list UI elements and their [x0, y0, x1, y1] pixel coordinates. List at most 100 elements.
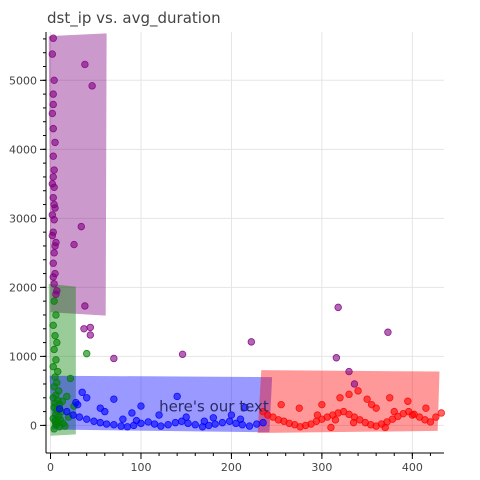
- data-point: [241, 403, 249, 412]
- data-point: [50, 76, 58, 85]
- data-point: [81, 302, 89, 310]
- data-point: [277, 400, 285, 409]
- data-point: [83, 349, 91, 358]
- data-point: [49, 100, 57, 109]
- data-point: [52, 356, 60, 364]
- data-point: [70, 240, 78, 249]
- data-point: [132, 416, 141, 425]
- data-point: [332, 354, 341, 362]
- data-point: [101, 407, 109, 416]
- data-point: [334, 303, 342, 312]
- data-point: [80, 325, 88, 333]
- data-point: [50, 425, 58, 433]
- data-point: [48, 231, 57, 240]
- data-point: [123, 423, 132, 431]
- data-point: [227, 411, 236, 419]
- data-point: [48, 109, 57, 118]
- data-point: [50, 200, 58, 209]
- grid: [46, 32, 444, 453]
- data-point: [386, 394, 394, 402]
- data-point: [50, 183, 58, 191]
- data-point: [184, 419, 192, 428]
- data-point: [295, 404, 303, 412]
- data-point: [58, 397, 66, 405]
- region-band: [48, 33, 107, 316]
- data-point: [178, 350, 187, 359]
- data-point: [69, 411, 77, 419]
- data-point: [390, 407, 398, 416]
- data-point: [50, 297, 58, 305]
- points-layer: [48, 34, 445, 433]
- data-point: [437, 409, 445, 417]
- data-point: [155, 411, 163, 419]
- x-tick-label: 0: [47, 461, 54, 474]
- data-point: [49, 259, 57, 267]
- data-point: [345, 390, 353, 399]
- data-point: [49, 152, 57, 160]
- y-tick-label: 0: [30, 419, 37, 432]
- data-point: [211, 420, 219, 428]
- data-point: [191, 421, 199, 429]
- data-point: [50, 383, 58, 391]
- data-point: [164, 421, 172, 429]
- y-tick-label: 5000: [9, 74, 37, 87]
- data-point: [86, 331, 95, 339]
- data-point: [247, 338, 256, 346]
- data-point: [49, 321, 57, 330]
- data-point: [327, 423, 335, 432]
- data-point: [171, 418, 180, 427]
- data-point: [144, 418, 152, 426]
- data-point: [137, 402, 145, 410]
- data-point: [96, 418, 104, 427]
- data-point: [77, 222, 85, 231]
- data-point: [367, 400, 376, 409]
- data-point: [83, 415, 91, 423]
- data-point: [53, 338, 61, 347]
- data-point: [404, 397, 412, 405]
- data-point: [55, 405, 64, 413]
- data-point: [350, 380, 359, 388]
- data-point: [426, 418, 435, 426]
- annotation-text: here's our text: [159, 398, 269, 416]
- data-point: [66, 374, 75, 383]
- data-point: [354, 387, 362, 395]
- data-point: [78, 388, 86, 396]
- data-point: [117, 422, 125, 430]
- data-point: [49, 90, 57, 98]
- y-tick-label: 2000: [9, 281, 37, 294]
- data-point: [157, 422, 165, 430]
- data-point: [48, 50, 57, 58]
- data-point: [81, 60, 89, 69]
- data-point: [259, 418, 267, 427]
- data-point: [110, 395, 118, 403]
- data-point: [51, 242, 59, 250]
- data-point: [48, 211, 57, 219]
- x-tick-label: 200: [221, 461, 242, 474]
- data-point: [432, 413, 440, 421]
- data-point: [384, 328, 392, 336]
- data-point: [110, 354, 118, 363]
- data-point: [90, 417, 98, 425]
- data-point: [102, 420, 111, 428]
- data-point: [51, 138, 59, 147]
- data-point: [218, 418, 227, 427]
- data-point: [253, 420, 261, 428]
- data-point: [49, 193, 57, 202]
- data-point: [50, 280, 58, 288]
- data-point: [200, 417, 208, 425]
- data-point: [49, 34, 57, 42]
- data-point: [422, 404, 430, 412]
- data-point: [150, 420, 159, 428]
- data-point: [72, 398, 80, 407]
- data-point: [49, 273, 57, 281]
- y-tick-label: 4000: [9, 143, 37, 156]
- data-point: [110, 421, 118, 429]
- y-tick-label: 3000: [9, 212, 37, 225]
- data-point: [50, 166, 58, 174]
- data-point: [173, 392, 181, 401]
- data-point: [50, 249, 58, 257]
- data-point: [50, 345, 58, 354]
- data-point: [331, 416, 340, 424]
